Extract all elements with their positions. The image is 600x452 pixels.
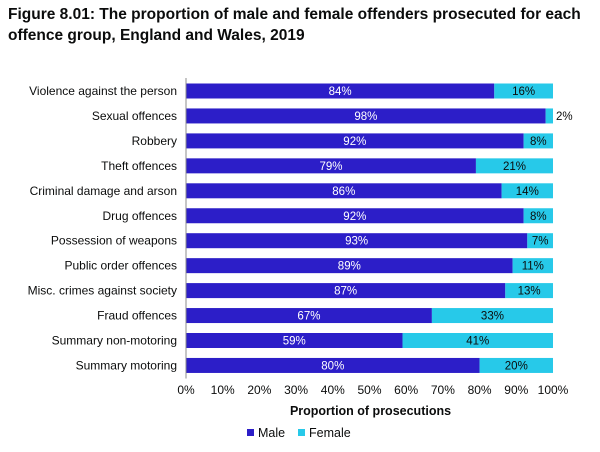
bar-label-male: 89%: [338, 261, 361, 273]
x-tick-label: 90%: [504, 383, 528, 397]
bar-label-female: 11%: [522, 261, 544, 273]
chart-title: Figure 8.01: The proportion of male and …: [8, 6, 581, 44]
x-tick-label: 70%: [431, 383, 455, 397]
bar-label-male: 80%: [321, 360, 344, 372]
category-label: Robbery: [132, 134, 177, 148]
bar-label-male: 84%: [329, 86, 352, 98]
legend-male-swatch: [247, 429, 254, 436]
bar-female: [545, 108, 553, 124]
bar-label-female: 20%: [505, 360, 528, 372]
bar-label-female: 21%: [503, 161, 526, 173]
x-tick-label: 10%: [211, 383, 235, 397]
category-label: Summary non-motoring: [52, 334, 177, 348]
bar-female: [494, 83, 553, 99]
bar-female: [501, 183, 553, 199]
bar-label-female: 33%: [481, 311, 504, 323]
bar-female: [475, 158, 553, 174]
bar-female: [512, 258, 553, 274]
bar-label-female: 13%: [518, 286, 541, 298]
x-tick-label: 30%: [284, 383, 308, 397]
bar-female: [505, 283, 553, 299]
bar-male: [186, 83, 495, 99]
bar-label-female: 14%: [516, 186, 539, 198]
bar-male: [186, 357, 480, 373]
bar-female: [402, 333, 553, 348]
category-label: Summary motoring: [76, 358, 177, 372]
category-label: Drug offences: [103, 209, 178, 223]
bar-female: [527, 233, 553, 249]
category-label: Criminal damage and arson: [30, 184, 177, 198]
legend-male-label: Male: [258, 426, 285, 440]
bar-label-male: 98%: [354, 111, 377, 123]
legend-female-swatch: [298, 429, 305, 436]
bar-label-female: 16%: [512, 86, 535, 98]
x-tick-label: 50%: [357, 383, 381, 397]
x-tick-label: 60%: [394, 383, 418, 397]
bar-label-male: 87%: [334, 286, 357, 298]
x-tick-label: 0%: [177, 383, 195, 397]
x-tick-label: 20%: [247, 383, 271, 397]
bar-label-male: 79%: [319, 161, 342, 173]
category-labels: Violence against the person Sexual offenc…: [28, 84, 177, 372]
bar-male: [186, 308, 432, 324]
category-label: Theft offences: [101, 159, 177, 173]
bar-label-female: 2%: [556, 111, 573, 123]
bar-male: [186, 183, 502, 199]
category-label: Misc. crimes against society: [28, 284, 177, 298]
bar-male: [186, 208, 524, 224]
bar-male: [186, 158, 476, 174]
bar-female: [479, 357, 553, 373]
bar-label-male: 93%: [345, 236, 368, 248]
bar-label-female: 7%: [532, 236, 549, 248]
bar-female: [523, 133, 553, 149]
x-axis-title: Proportion of prosecutions: [290, 404, 451, 418]
bar-male: [186, 258, 513, 274]
category-label: Fraud offences: [97, 309, 177, 323]
bar-value-labels: 84% 16% 98% 2% 92% 8% 79% 21% 86% 14% 92% 8% 93% 7% 89…: [283, 86, 573, 372]
bar-label-male: 92%: [343, 136, 366, 148]
bar-label-male: 92%: [343, 211, 366, 223]
x-tick-label: 80%: [468, 383, 492, 397]
bar-label-male: 86%: [332, 186, 355, 198]
bars: [186, 83, 553, 373]
x-axis-tick-labels: 0% 10% 20% 30% 40% 50% 60% 70% 80% 90% 100%: [177, 383, 568, 397]
bar-label-male: 67%: [297, 311, 320, 323]
bar-label-female: 41%: [466, 336, 489, 348]
bar-male: [186, 233, 528, 249]
category-label: Sexual offences: [92, 109, 177, 123]
bar-label-male: 59%: [283, 336, 306, 348]
bar-female: [431, 308, 553, 324]
legend: Male Female: [247, 426, 351, 440]
legend-female-label: Female: [309, 426, 351, 440]
bar-male: [186, 133, 524, 149]
bar-female: [523, 208, 553, 224]
category-label: Possession of weapons: [51, 234, 177, 248]
category-label: Violence against the person: [29, 84, 177, 98]
bar-male: [186, 283, 506, 299]
bar-male: [186, 333, 403, 348]
bar-label-female: 8%: [530, 211, 547, 223]
x-tick-label: 100%: [538, 383, 569, 397]
x-tick-label: 40%: [321, 383, 345, 397]
bar-label-female: 8%: [530, 136, 547, 148]
bar-male: [186, 108, 546, 124]
category-label: Public order offences: [64, 259, 177, 273]
